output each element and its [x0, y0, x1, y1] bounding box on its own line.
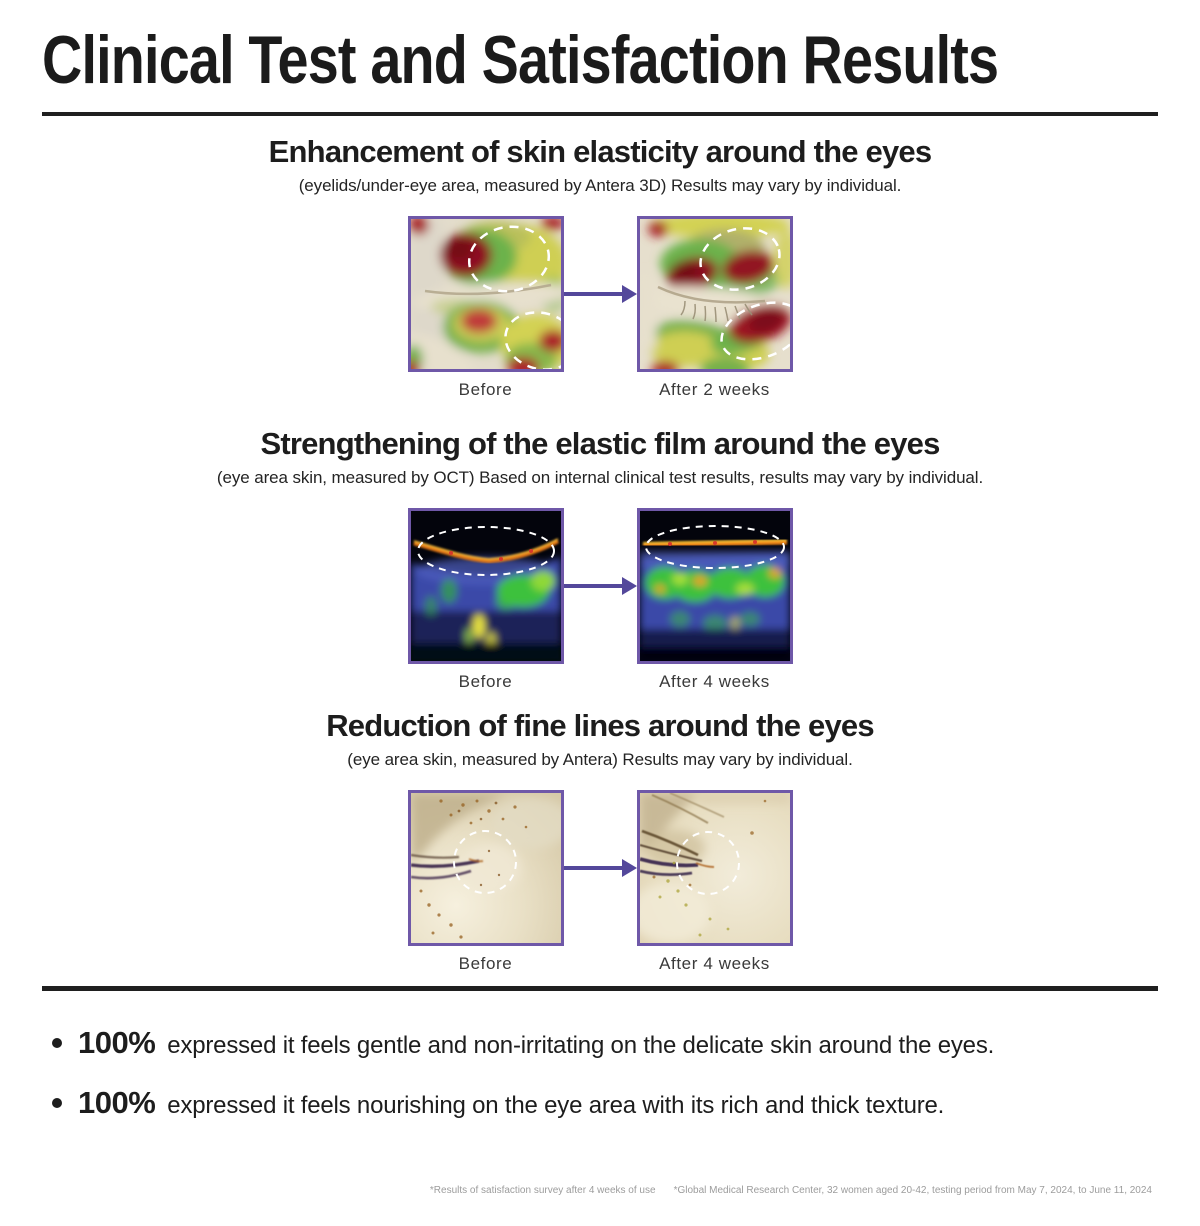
bullet-text: expressed it feels gentle and non-irrita…: [167, 1032, 995, 1059]
satisfaction-bullets: 100% expressed it feels gentle and non-i…: [48, 1025, 1152, 1121]
section-elastic-film: Strengthening of the elastic film around…: [0, 426, 1200, 692]
bullet-dot-icon: [52, 1098, 62, 1108]
section-fine-lines: Reduction of fine lines around the eyes …: [0, 708, 1200, 974]
before-after-pair: Before: [0, 790, 1200, 974]
before-image-antera-3d: [407, 216, 564, 372]
section-subheading: (eye area skin, measured by Antera) Resu…: [347, 750, 853, 769]
footnotes: *Results of satisfaction survey after 4 …: [430, 1185, 1152, 1196]
satisfaction-bullet: 100% expressed it feels gentle and non-i…: [48, 1025, 1152, 1061]
before-panel: Before: [407, 508, 564, 692]
section-heading: Strengthening of the elastic film around…: [260, 426, 940, 461]
before-after-pair: Before: [0, 508, 1200, 692]
antera-3d-after-illustration: [639, 219, 790, 369]
footnote-research-center: *Global Medical Research Center, 32 wome…: [673, 1185, 1152, 1196]
bullet-dot-icon: [52, 1038, 62, 1048]
stat-value: 100%: [78, 1025, 156, 1060]
before-panel: Before: [407, 216, 564, 400]
section-subheading: (eye area skin, measured by OCT) Based o…: [216, 468, 984, 487]
satisfaction-bullet: 100% expressed it feels nourishing on th…: [48, 1085, 1152, 1121]
bullet-text: expressed it feels nourishing on the eye…: [167, 1092, 945, 1119]
before-image-texture: [407, 790, 564, 946]
footnote-survey: *Results of satisfaction survey after 4 …: [429, 1185, 656, 1196]
before-image-oct: [407, 508, 564, 664]
stat-value: 100%: [78, 1085, 156, 1120]
arrow-right-icon: [563, 508, 637, 664]
arrow-right-icon: [563, 790, 637, 946]
after-panel: After 2 weeks: [636, 216, 793, 400]
section-subheading: (eyelids/under-eye area, measured by Ant…: [298, 176, 902, 195]
section-skin-elasticity: Enhancement of skin elasticity around th…: [0, 134, 1200, 400]
arrow-right-icon: [563, 216, 637, 372]
oct-before-illustration: [410, 511, 561, 661]
antera-3d-before-illustration: [410, 219, 561, 369]
skin-texture-before-illustration: [410, 793, 561, 943]
skin-texture-after-illustration: [639, 793, 790, 943]
results-divider: [42, 986, 1158, 991]
after-label: After 4 weeks: [659, 672, 770, 691]
before-panel: Before: [407, 790, 564, 974]
title-divider: [42, 112, 1158, 116]
oct-after-illustration: [639, 511, 790, 661]
before-after-pair: Before: [0, 216, 1200, 400]
before-label: Before: [458, 380, 513, 399]
after-panel: After 4 weeks: [636, 508, 793, 692]
before-label: Before: [458, 954, 513, 973]
after-label: After 4 weeks: [659, 954, 770, 973]
after-label: After 2 weeks: [659, 380, 770, 399]
after-panel: After 4 weeks: [636, 790, 793, 974]
after-image-texture: [636, 790, 793, 946]
section-heading: Enhancement of skin elasticity around th…: [268, 134, 932, 169]
page-title: Clinical Test and Satisfaction Results: [42, 22, 999, 98]
before-label: Before: [458, 672, 513, 691]
section-heading: Reduction of fine lines around the eyes: [326, 708, 874, 743]
after-image-antera-3d: [636, 216, 793, 372]
after-image-oct: [636, 508, 793, 664]
